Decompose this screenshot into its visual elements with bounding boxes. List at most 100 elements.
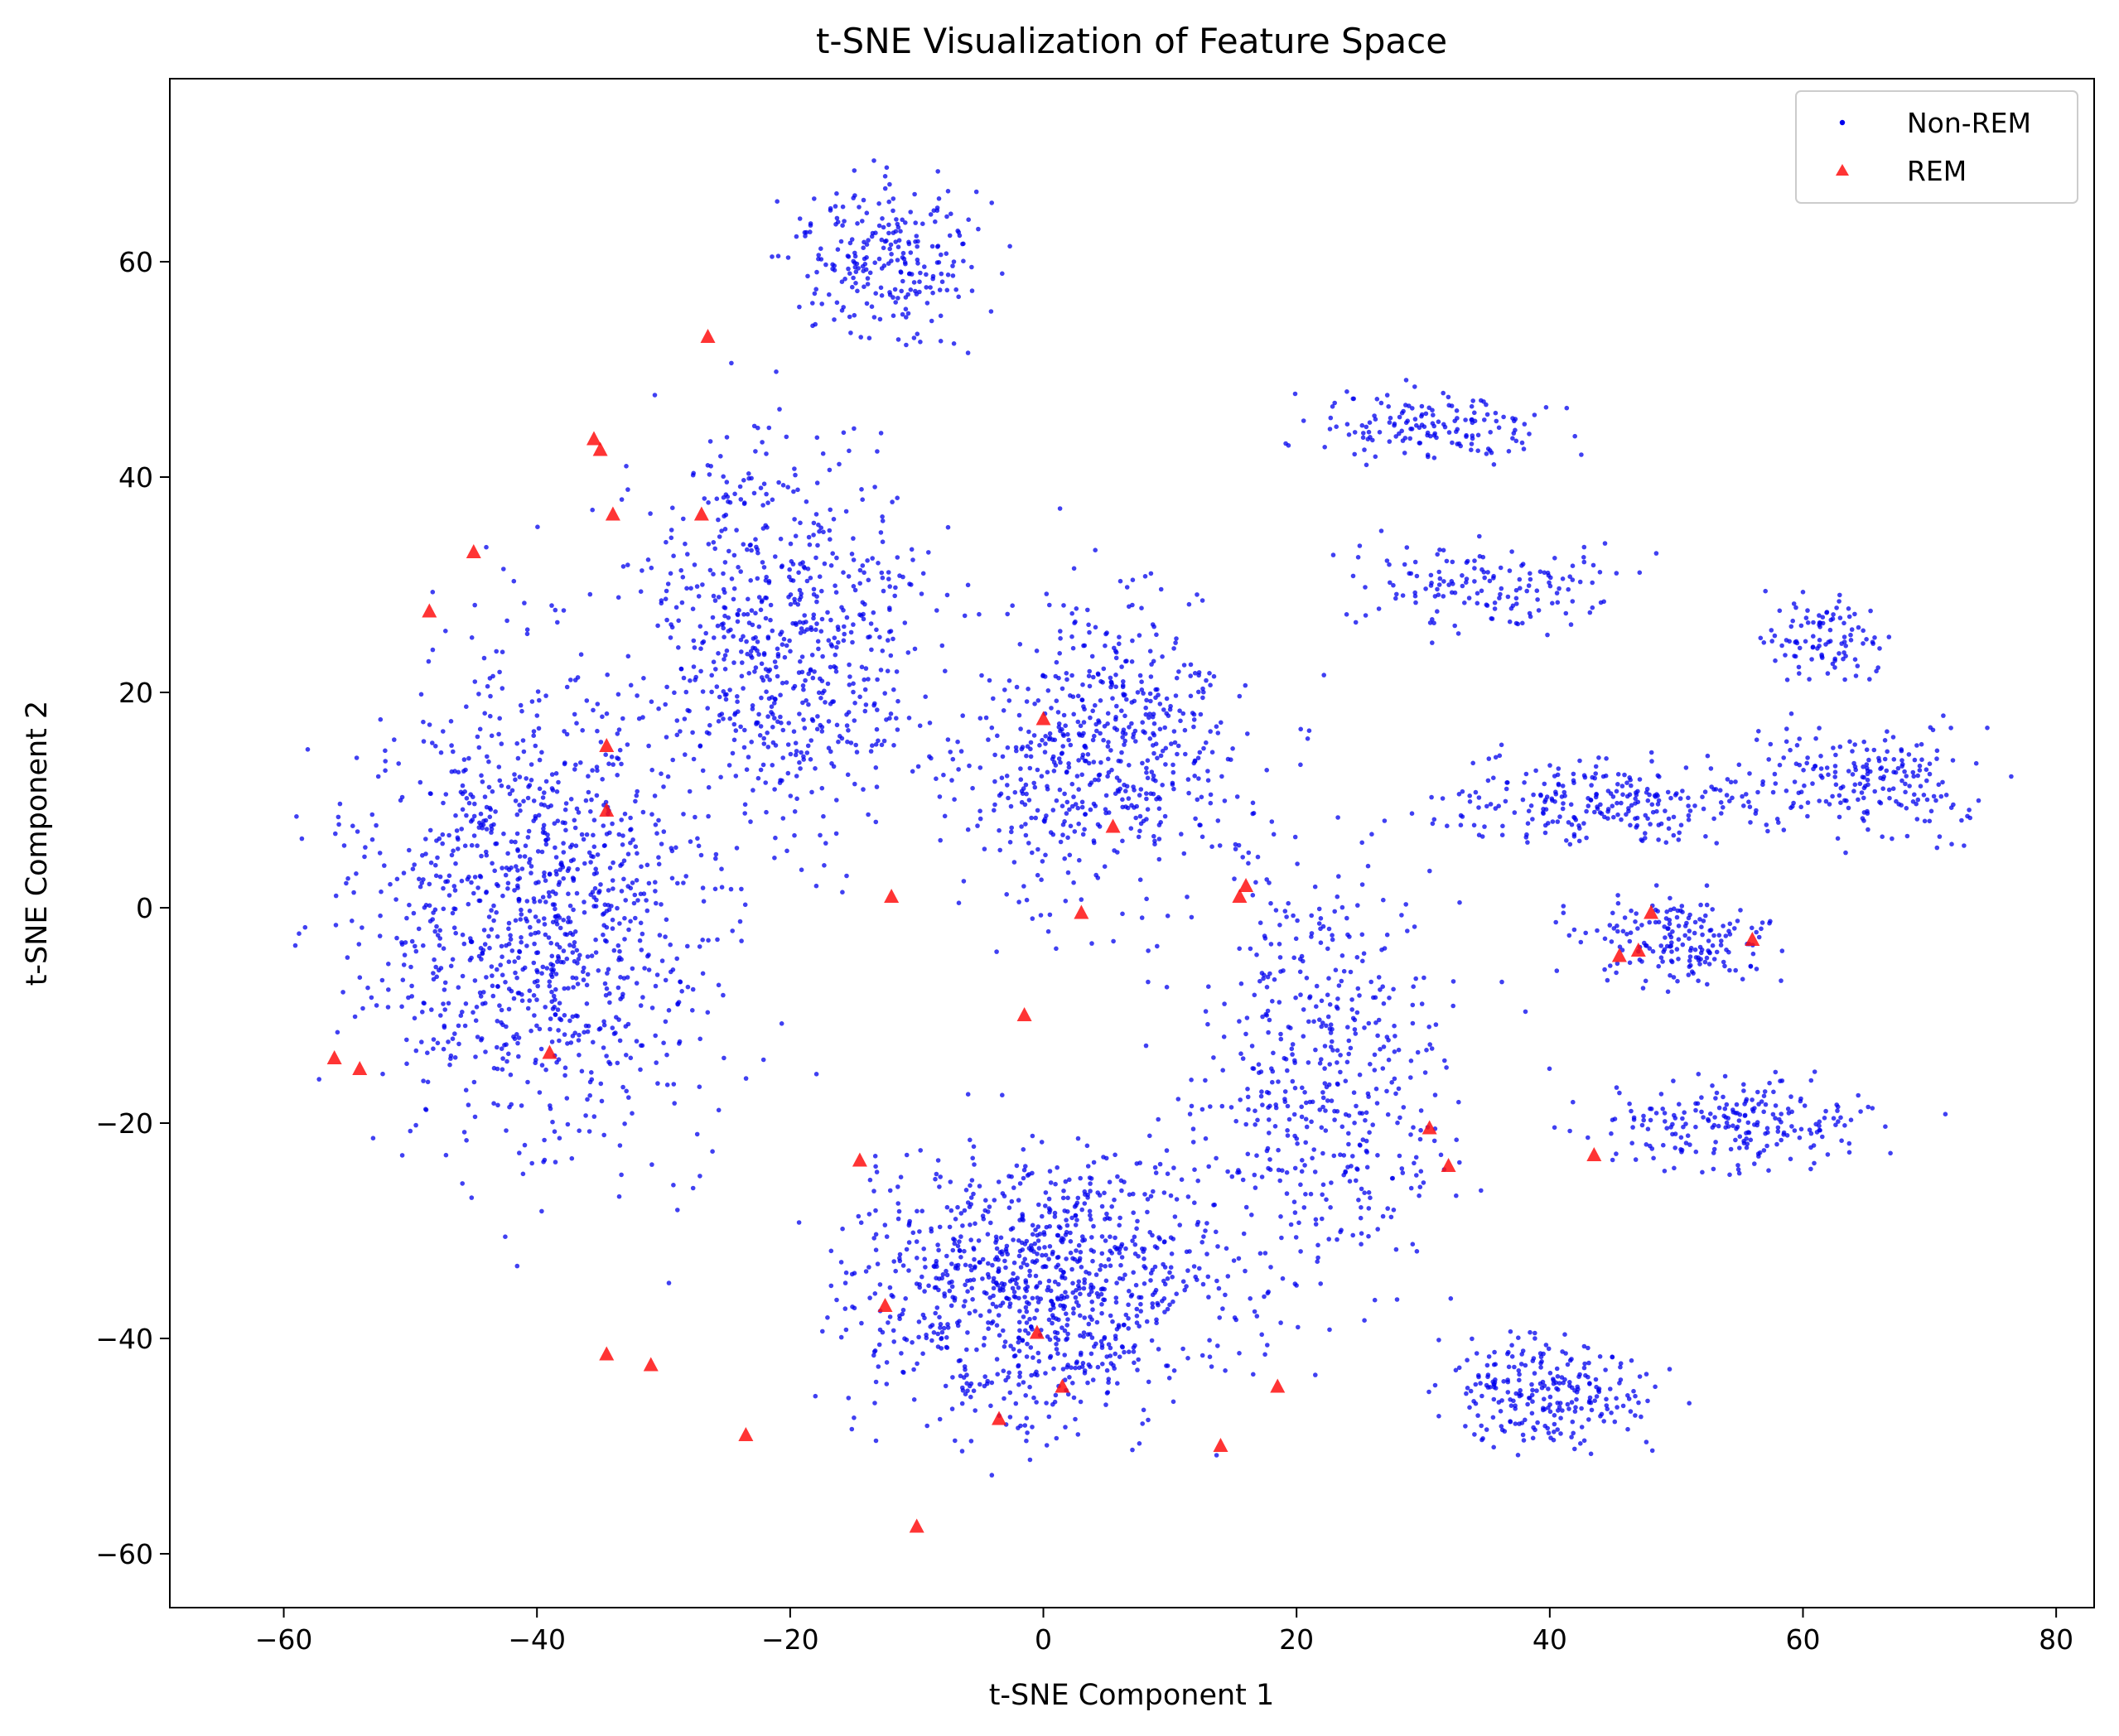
non-rem-point [690,1008,695,1013]
non-rem-point [1251,1372,1256,1377]
non-rem-point [549,999,554,1005]
non-rem-point [1060,1195,1066,1201]
non-rem-point [1181,663,1187,668]
non-rem-point [1572,1446,1577,1452]
non-rem-point [515,1040,520,1046]
non-rem-point [1088,1181,1093,1186]
non-rem-point [683,752,688,757]
non-rem-point [1533,768,1538,774]
non-rem-point [960,1388,966,1393]
non-rem-point [535,849,541,854]
non-rem-point [873,1208,878,1213]
non-rem-point [880,539,886,544]
non-rem-point [515,877,520,882]
non-rem-point [1262,1352,1267,1357]
non-rem-point [1394,591,1399,597]
non-rem-point [765,673,770,679]
non-rem-point [495,883,500,889]
non-rem-point [876,201,881,206]
non-rem-point [610,926,615,931]
non-rem-point [1559,1375,1565,1380]
non-rem-point [786,595,791,600]
non-rem-point [963,1299,968,1304]
non-rem-point [745,611,751,617]
non-rem-point [656,817,661,823]
non-rem-point [505,851,510,856]
non-rem-point [1267,1117,1272,1122]
non-rem-point [399,940,404,945]
non-rem-point [459,878,465,884]
non-rem-point [1454,1137,1459,1142]
non-rem-point [505,880,511,886]
non-rem-point [835,219,841,224]
non-rem-point [1082,1237,1088,1242]
non-rem-point [517,1150,522,1155]
non-rem-point [770,628,775,634]
non-rem-point [622,915,627,921]
non-rem-point [879,293,885,298]
non-rem-point [1030,916,1035,921]
non-rem-point [1119,708,1124,713]
non-rem-point [917,1229,922,1234]
non-rem-point [441,885,446,891]
non-rem-point [1085,1164,1091,1169]
non-rem-point [1043,734,1048,739]
non-rem-point [1514,601,1519,606]
non-rem-point [1207,1354,1213,1359]
non-rem-point [1204,1251,1209,1256]
non-rem-point [1127,604,1132,610]
non-rem-point [1088,1247,1094,1253]
non-rem-point [804,627,810,632]
non-rem-point [1486,756,1492,761]
non-rem-point [1317,1017,1322,1022]
non-rem-point [1364,424,1369,430]
non-rem-point [446,832,451,838]
non-rem-point [1610,794,1616,799]
non-rem-point [1488,802,1494,807]
non-rem-point [469,842,475,848]
non-rem-point [598,882,603,887]
non-rem-point [563,801,569,806]
non-rem-point [1180,1279,1186,1284]
non-rem-point [722,634,726,639]
non-rem-point [1469,441,1475,446]
non-rem-point [1162,725,1167,731]
non-rem-point [884,1382,890,1386]
non-rem-point [550,969,555,974]
non-rem-point [1087,1208,1093,1214]
non-rem-point [582,899,586,904]
non-rem-point [882,186,888,191]
non-rem-point [801,754,806,760]
non-rem-point [1243,1031,1248,1037]
non-rem-point [1039,877,1044,882]
non-rem-point [479,957,484,962]
non-rem-point [576,957,582,962]
non-rem-point [700,640,705,645]
non-rem-point [478,994,484,999]
non-rem-point [607,866,613,870]
non-rem-point [443,629,448,634]
non-rem-point [670,505,675,510]
non-rem-point [1124,784,1130,789]
non-rem-point [1077,857,1082,863]
non-rem-point [1482,575,1487,581]
non-rem-point [562,1013,567,1018]
non-rem-point [1355,986,1361,991]
non-rem-point [514,812,520,817]
non-rem-point [1018,726,1023,731]
non-rem-point [617,921,622,926]
non-rem-point [1507,619,1513,624]
non-rem-point [567,903,573,909]
non-rem-point [489,823,494,828]
non-rem-point [1513,1406,1518,1411]
non-rem-point [603,992,609,998]
non-rem-point [1405,928,1410,933]
non-rem-point [867,634,872,639]
non-rem-point [522,1142,528,1148]
non-rem-point [737,919,743,924]
non-rem-point [721,689,726,694]
non-rem-point [1546,1430,1552,1435]
non-rem-point [758,724,764,729]
non-rem-point [1260,1014,1265,1020]
non-rem-point [606,1059,611,1065]
